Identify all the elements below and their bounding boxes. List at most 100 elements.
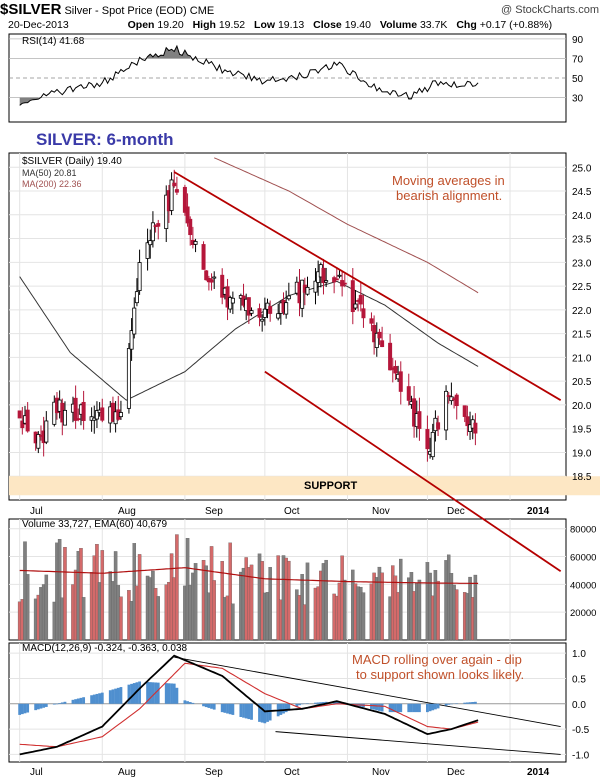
volume-bar <box>399 558 403 641</box>
macd-histogram-bar <box>226 703 229 714</box>
volume-bar <box>249 564 254 641</box>
candle-body <box>262 308 267 318</box>
macd-histogram-bar <box>391 703 395 713</box>
candle-body <box>361 308 366 319</box>
macd-y-tick-label: 1.0 <box>572 649 586 660</box>
macd-histogram-bar <box>244 703 248 719</box>
header-line-2: 20-Dec-2013 Open 19.20 High 19.52 Low 19… <box>0 19 607 31</box>
macd-histogram-bar <box>212 703 216 710</box>
volume-bar <box>81 597 86 641</box>
macd-histogram-bar <box>431 703 435 711</box>
macd-histogram-bar <box>79 697 83 704</box>
volume-bar <box>44 574 49 641</box>
volume-bar <box>79 548 83 641</box>
macd-histogram-bar <box>39 703 43 709</box>
candle-body <box>305 286 310 295</box>
volume-bar <box>212 580 216 641</box>
volume-legend: Volume 33,727, EMA(60) 40,679 <box>22 519 168 530</box>
macd-histogram-bar <box>114 688 118 704</box>
candle-body <box>20 420 25 429</box>
macd-histogram-bar <box>471 702 475 704</box>
volume-value: 33.7K <box>419 19 448 31</box>
candle-body <box>358 294 363 305</box>
volume-bar <box>156 596 160 641</box>
macd-x-tick-label: Oct <box>284 767 300 778</box>
candle-body <box>118 412 123 418</box>
candle-body <box>81 401 86 421</box>
volume-bar <box>193 563 198 641</box>
macd-histogram-bar <box>63 701 67 704</box>
macd-histogram-bar <box>370 703 373 710</box>
price-y-tick-label: 24.0 <box>572 211 592 222</box>
volume-bar <box>417 579 422 641</box>
chart-title: SILVER: 6-month <box>36 130 174 149</box>
candle-body <box>150 222 155 242</box>
macd-histogram-bar <box>82 697 86 704</box>
annotation-macd-2: to support shown looks likely. <box>356 667 524 682</box>
rsi-y-tick-label: 30 <box>572 94 584 105</box>
macd-histogram-bar <box>239 703 243 717</box>
macd-y-tick-label: 0.0 <box>572 700 586 711</box>
rsi-y-tick-label: 70 <box>572 54 584 65</box>
candle-body <box>334 278 339 281</box>
candle-body <box>94 410 99 420</box>
candle-body <box>462 405 467 417</box>
candle-body <box>36 434 41 449</box>
candle-body <box>324 280 329 283</box>
macd-histogram-bar <box>151 682 155 704</box>
volume-bar <box>63 547 67 641</box>
macd-histogram-bar <box>316 702 320 704</box>
price-legend: $SILVER (Daily) 19.40 <box>22 156 122 167</box>
volume-bar <box>268 567 272 641</box>
macd-histogram-bar <box>250 703 253 720</box>
macd-histogram-bar <box>319 702 323 704</box>
volume-label: Volume <box>379 19 418 31</box>
candle-body <box>126 348 131 409</box>
close-value: 19.40 <box>344 19 371 31</box>
open-value: 19.20 <box>157 19 184 31</box>
price-y-tick-label: 21.5 <box>572 330 592 341</box>
macd-histogram-bar <box>76 698 80 704</box>
macd-histogram-bar <box>172 683 176 704</box>
macd-histogram-bar <box>322 702 325 704</box>
volume-bar <box>454 589 459 641</box>
candle-body <box>204 270 209 281</box>
volume-y-tick-label: 40000 <box>570 580 596 591</box>
macd-histogram-bar <box>426 703 429 713</box>
price-x-tick-label: Nov <box>372 506 390 517</box>
macd-histogram-bar <box>231 703 235 715</box>
volume-bar <box>25 574 30 641</box>
rsi-panel-frame <box>8 33 567 123</box>
candle-body <box>164 194 169 230</box>
price-y-tick-label: 19.0 <box>572 448 592 459</box>
macd-histogram-bar <box>95 693 99 704</box>
price-y-tick-label: 23.5 <box>572 235 592 246</box>
macd-histogram-bar <box>394 703 397 713</box>
macd-histogram-bar <box>116 687 120 704</box>
macd-histogram-bar <box>380 703 384 712</box>
volume-bar <box>137 554 142 641</box>
macd-histogram-bar <box>52 703 56 705</box>
macd-histogram-bar <box>164 683 168 704</box>
volume-bar <box>231 603 235 641</box>
macd-histogram-bar <box>220 703 224 713</box>
macd-histogram-bar <box>42 703 46 708</box>
symbol: $SILVER <box>0 1 62 18</box>
annotation-macd-1: MACD rolling over again - dip <box>352 652 522 667</box>
macd-histogram-bar <box>34 703 38 711</box>
macd-histogram-bar <box>266 703 269 722</box>
watermark: @ StockCharts.com <box>501 4 599 16</box>
macd-histogram-bar <box>378 703 381 711</box>
candle-body <box>246 297 251 316</box>
price-y-tick-label: 19.5 <box>572 425 592 436</box>
candle-body <box>417 411 422 429</box>
macd-histogram-bar <box>444 703 448 706</box>
candle-body <box>225 286 230 308</box>
support-band <box>9 476 600 496</box>
candle-body <box>276 313 281 319</box>
macd-histogram-bar <box>410 703 413 713</box>
candle-body <box>388 342 393 371</box>
candle-body <box>374 332 379 348</box>
price-y-tick-label: 21.0 <box>572 353 592 364</box>
volume-bar <box>361 592 366 641</box>
